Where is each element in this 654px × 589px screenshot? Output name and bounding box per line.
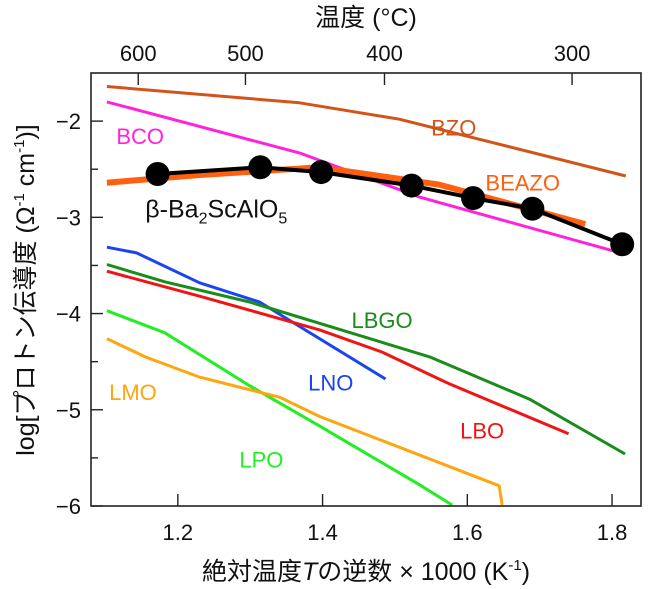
x-tick-label: 1.6: [452, 520, 483, 545]
main-label-sub: 5: [278, 210, 287, 227]
series-line-bzo: [106, 85, 627, 178]
y-tick-label: −6: [56, 494, 81, 519]
data-point: [145, 162, 170, 186]
data-point: [461, 186, 486, 211]
x-axis-title-var: T: [302, 558, 319, 586]
series-line-lno: [106, 245, 387, 381]
series-line-lbgo: [106, 263, 626, 456]
x-tick-label: 1.8: [597, 520, 628, 545]
data-point: [399, 173, 424, 198]
y-axis-title-sup: -1: [11, 140, 28, 153]
top-axis-title: 温度 (°C): [315, 4, 417, 32]
annotations: BZO BCO BEAZO LNO LBGO LBO LPO LMO: [109, 116, 560, 473]
series-label-beazo: BEAZO: [485, 170, 560, 195]
top-tick-label: 300: [554, 41, 591, 66]
y-axis-title-part: log[プロトン伝導度 (Ω: [12, 206, 40, 455]
y-tick-label: −4: [56, 302, 81, 327]
data-point: [610, 232, 635, 257]
top-tick-label: 400: [366, 41, 403, 66]
x-axis-title: 絶対温度Tの逆数 × 1000 (K-1): [202, 557, 530, 586]
x-axis-title-sup: -1: [508, 557, 521, 574]
plot-frame: [90, 72, 642, 507]
y-axis-title-part: cm: [12, 153, 40, 193]
axis-ticks: 1.2 1.4 1.6 1.8 −2 −3 −4 −5 −6 600 500 400 300: [56, 41, 627, 545]
main-series-label: β-Ba2ScAlO5: [145, 195, 287, 227]
main-label-prefix: β-Ba: [145, 195, 198, 223]
y-axis-title-part: )]: [12, 124, 40, 139]
x-axis-title-part: の逆数 × 1000 (K: [317, 558, 508, 586]
data-point: [520, 196, 545, 221]
series-line-lmo: [106, 337, 504, 506]
series-label-lbo: LBO: [460, 419, 504, 444]
x-tick-label: 1.4: [307, 520, 338, 545]
main-label-sub: 2: [199, 210, 208, 227]
series-line-lbo: [106, 269, 570, 436]
top-tick-label: 500: [227, 41, 264, 66]
series-label-lpo: LPO: [239, 448, 283, 473]
data-point: [309, 160, 334, 185]
top-tick-label: 600: [120, 41, 157, 66]
x-axis-title-part: 絶対温度: [202, 558, 302, 586]
y-tick-label: −3: [56, 205, 81, 230]
series-label-bzo: BZO: [431, 116, 476, 141]
series-label-lbgo: LBGO: [352, 308, 413, 333]
y-tick-label: −5: [56, 398, 81, 423]
y-axis-title: log[プロトン伝導度 (Ω-1 cm-1)]: [11, 124, 40, 456]
x-tick-label: 1.2: [163, 520, 194, 545]
data-point: [248, 155, 273, 180]
main-label-mid: ScAlO: [207, 195, 278, 223]
y-tick-label: −2: [56, 109, 81, 134]
y-axis-title-sup: -1: [11, 193, 28, 206]
series-lines: [106, 85, 627, 507]
series-label-bco: BCO: [116, 124, 164, 149]
series-label-lno: LNO: [308, 371, 353, 396]
series-label-lmo: LMO: [109, 380, 157, 405]
series-markers: [145, 155, 635, 257]
x-axis-title-part: ): [522, 558, 530, 586]
series-line-lpo: [106, 309, 453, 507]
